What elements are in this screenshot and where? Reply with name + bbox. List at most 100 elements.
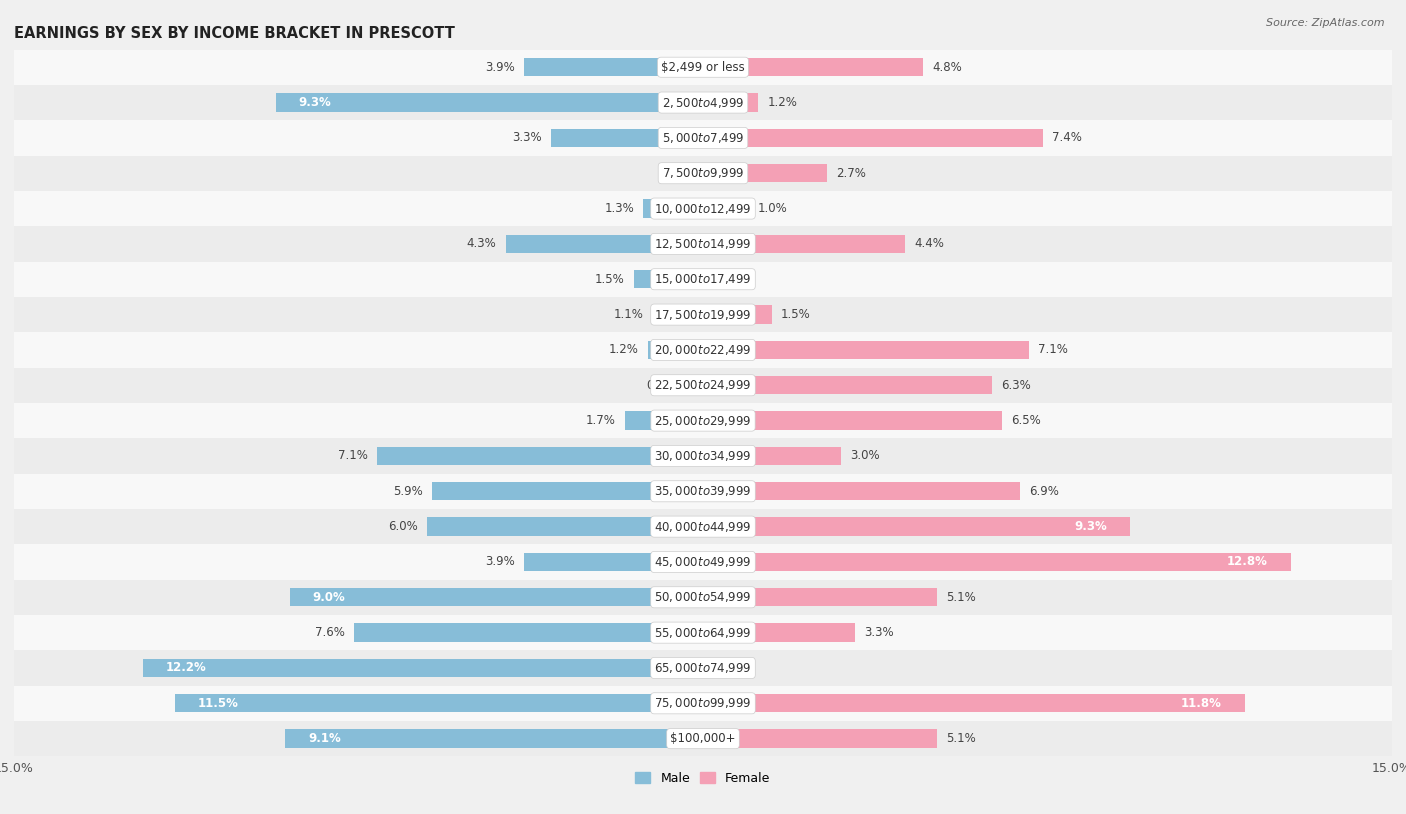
Text: 0.23%: 0.23% — [647, 379, 683, 392]
Text: 1.0%: 1.0% — [758, 202, 787, 215]
Text: 12.2%: 12.2% — [166, 662, 207, 675]
Bar — [276, 94, 703, 112]
Bar — [14, 721, 1392, 756]
Text: 0.0%: 0.0% — [710, 273, 740, 286]
Text: 7.1%: 7.1% — [1038, 344, 1069, 357]
Bar — [703, 411, 1001, 430]
Text: 0.0%: 0.0% — [666, 167, 696, 180]
Text: Source: ZipAtlas.com: Source: ZipAtlas.com — [1267, 18, 1385, 28]
Bar — [703, 164, 827, 182]
Text: $7,500 to $9,999: $7,500 to $9,999 — [662, 166, 744, 180]
Text: 0.0%: 0.0% — [710, 662, 740, 675]
Text: 11.5%: 11.5% — [198, 697, 239, 710]
Text: $2,499 or less: $2,499 or less — [661, 61, 745, 74]
Text: $17,500 to $19,999: $17,500 to $19,999 — [654, 308, 752, 322]
Text: $50,000 to $54,999: $50,000 to $54,999 — [654, 590, 752, 604]
Text: 4.4%: 4.4% — [914, 238, 945, 251]
Text: $10,000 to $12,499: $10,000 to $12,499 — [654, 202, 752, 216]
Bar — [14, 85, 1392, 120]
Bar — [14, 191, 1392, 226]
Bar — [524, 58, 703, 77]
Bar — [524, 553, 703, 571]
Text: 9.3%: 9.3% — [299, 96, 332, 109]
Text: 12.8%: 12.8% — [1227, 555, 1268, 568]
Text: 9.1%: 9.1% — [308, 732, 340, 745]
Bar — [14, 120, 1392, 155]
Bar — [14, 403, 1392, 438]
Text: 6.0%: 6.0% — [388, 520, 418, 533]
Text: 9.3%: 9.3% — [1074, 520, 1107, 533]
Text: 5.1%: 5.1% — [946, 732, 976, 745]
Text: 6.9%: 6.9% — [1029, 485, 1059, 498]
Text: $45,000 to $49,999: $45,000 to $49,999 — [654, 555, 752, 569]
Bar — [354, 624, 703, 641]
Text: 1.3%: 1.3% — [605, 202, 634, 215]
Text: $2,500 to $4,999: $2,500 to $4,999 — [662, 95, 744, 110]
Text: 1.7%: 1.7% — [586, 414, 616, 427]
Text: 5.9%: 5.9% — [394, 485, 423, 498]
Text: 6.5%: 6.5% — [1011, 414, 1040, 427]
Bar — [506, 234, 703, 253]
Bar — [703, 694, 1244, 712]
Bar — [644, 199, 703, 218]
Bar — [703, 341, 1029, 359]
Text: 1.2%: 1.2% — [768, 96, 797, 109]
Text: 3.9%: 3.9% — [485, 555, 515, 568]
Bar — [14, 438, 1392, 474]
Bar — [692, 376, 703, 395]
Text: 7.1%: 7.1% — [337, 449, 368, 462]
Text: $65,000 to $74,999: $65,000 to $74,999 — [654, 661, 752, 675]
Text: EARNINGS BY SEX BY INCOME BRACKET IN PRESCOTT: EARNINGS BY SEX BY INCOME BRACKET IN PRE… — [14, 26, 456, 41]
Bar — [14, 50, 1392, 85]
Text: 11.8%: 11.8% — [1181, 697, 1222, 710]
Text: $5,000 to $7,499: $5,000 to $7,499 — [662, 131, 744, 145]
Text: 3.3%: 3.3% — [513, 131, 543, 144]
Text: $12,500 to $14,999: $12,500 to $14,999 — [654, 237, 752, 251]
Bar — [652, 305, 703, 324]
Text: $55,000 to $64,999: $55,000 to $64,999 — [654, 626, 752, 640]
Text: 1.5%: 1.5% — [782, 308, 811, 321]
Bar — [14, 261, 1392, 297]
Bar — [703, 729, 938, 748]
Text: 6.3%: 6.3% — [1001, 379, 1031, 392]
Bar — [703, 129, 1043, 147]
Text: 4.3%: 4.3% — [467, 238, 496, 251]
Bar — [14, 580, 1392, 615]
Bar — [703, 234, 905, 253]
Bar — [703, 518, 1130, 536]
Text: $100,000+: $100,000+ — [671, 732, 735, 745]
Legend: Male, Female: Male, Female — [630, 767, 776, 790]
Text: 3.0%: 3.0% — [851, 449, 880, 462]
Bar — [703, 58, 924, 77]
Bar — [703, 94, 758, 112]
Text: $40,000 to $44,999: $40,000 to $44,999 — [654, 519, 752, 534]
Text: 1.5%: 1.5% — [595, 273, 624, 286]
Bar — [703, 447, 841, 465]
Text: $30,000 to $34,999: $30,000 to $34,999 — [654, 449, 752, 463]
Bar — [14, 368, 1392, 403]
Text: $75,000 to $99,999: $75,000 to $99,999 — [654, 696, 752, 711]
Bar — [14, 650, 1392, 685]
Text: $25,000 to $29,999: $25,000 to $29,999 — [654, 414, 752, 427]
Bar — [174, 694, 703, 712]
Bar — [285, 729, 703, 748]
Text: 1.2%: 1.2% — [609, 344, 638, 357]
Text: 4.8%: 4.8% — [932, 61, 962, 74]
Text: $35,000 to $39,999: $35,000 to $39,999 — [654, 484, 752, 498]
Bar — [703, 305, 772, 324]
Bar — [648, 341, 703, 359]
Text: 5.1%: 5.1% — [946, 591, 976, 604]
Bar — [14, 297, 1392, 332]
Bar — [14, 332, 1392, 368]
Text: 9.0%: 9.0% — [312, 591, 346, 604]
Bar — [14, 155, 1392, 191]
Bar — [703, 588, 938, 606]
Bar — [290, 588, 703, 606]
Bar — [14, 615, 1392, 650]
Text: 2.7%: 2.7% — [837, 167, 866, 180]
Bar — [634, 270, 703, 288]
Bar — [624, 411, 703, 430]
Bar — [427, 518, 703, 536]
Text: 7.6%: 7.6% — [315, 626, 344, 639]
Bar — [14, 226, 1392, 261]
